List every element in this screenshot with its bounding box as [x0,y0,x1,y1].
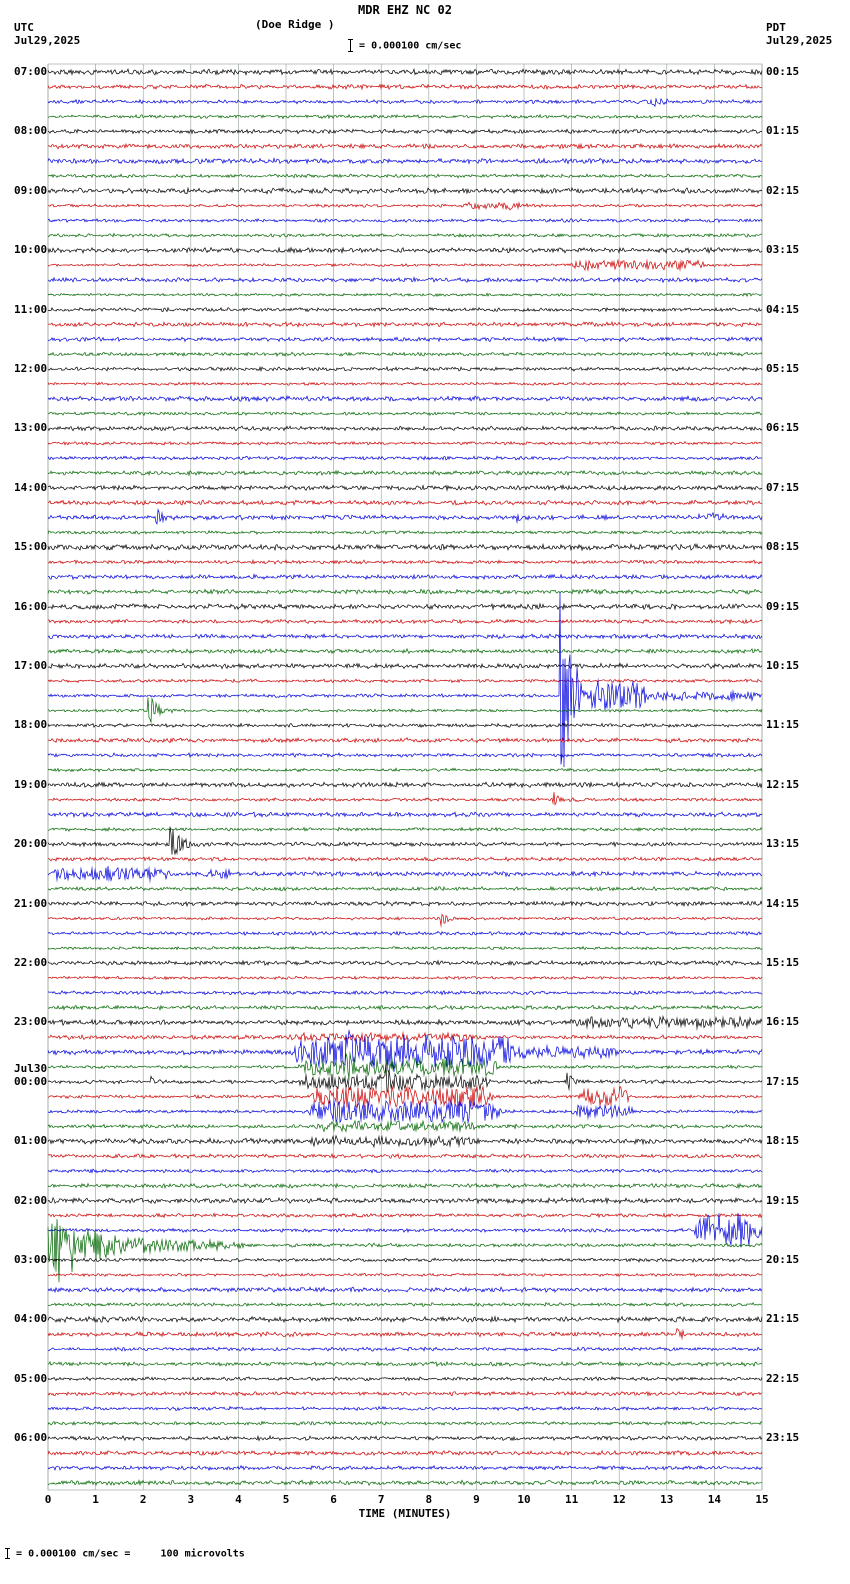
utc-hour-label: 15:00 [14,540,48,554]
utc-hour-label: 20:00 [14,837,48,851]
x-tick-label: 11 [564,1493,579,1506]
x-tick-label: 7 [377,1493,385,1506]
pdt-hour-label: 11:15 [766,718,800,732]
pdt-hour-label: 22:15 [766,1371,800,1385]
utc-hour-label: 13:00 [14,421,48,435]
utc-hour-label: 05:00 [14,1371,48,1385]
pdt-hour-label: 04:15 [766,302,800,316]
utc-hour-label: 14:00 [14,480,48,494]
utc-hour-label: 07:00 [14,65,48,78]
pdt-hour-label: 06:15 [766,421,800,435]
utc-hour-label: 17:00 [14,659,48,672]
utc-hour-label: 16:00 [14,599,48,613]
pdt-hour-label: 01:15 [766,124,800,138]
x-tick-label: 8 [425,1493,433,1506]
utc-hour-label: 02:00 [14,1193,48,1207]
x-tick-label: 3 [187,1493,195,1506]
pdt-hour-label: 08:15 [766,540,800,554]
x-tick-label: 1 [92,1493,99,1506]
footer-scale-note: = 0.000100 cm/sec = 100 microvolts [5,1548,245,1561]
x-tick-label: 10 [517,1493,531,1506]
utc-hour-label: 03:00 [14,1253,48,1266]
pdt-hour-label: 09:15 [766,599,800,613]
x-tick-label: 6 [330,1493,337,1506]
pdt-hour-label: 03:15 [766,243,800,257]
x-tick-label: 13 [660,1493,674,1506]
footer-scale-text: = 0.000100 cm/sec = 100 microvolts [16,1548,245,1560]
utc-date-label: Jul30 [14,1061,48,1075]
pdt-hour-label: 18:15 [766,1134,800,1148]
utc-hour-label: 12:00 [14,362,48,375]
x-tick-label: 14 [707,1493,722,1506]
utc-hour-label: 22:00 [14,956,48,969]
pdt-hour-label: 14:15 [766,896,800,910]
pdt-hour-label: 05:15 [766,362,800,375]
pdt-hour-label: 07:15 [766,480,800,494]
pdt-hour-label: 13:15 [766,837,800,851]
x-tick-label: 15 [755,1493,769,1506]
utc-hour-label: 23:00 [14,1015,48,1029]
x-tick-label: 0 [44,1493,52,1506]
x-axis-title: TIME (MINUTES) [358,1507,452,1520]
pdt-hour-label: 20:15 [766,1253,800,1266]
utc-hour-label: 00:00 [14,1074,48,1088]
utc-hour-label: 01:00 [14,1134,48,1148]
utc-hour-label: 08:00 [14,124,48,138]
utc-hour-label: 18:00 [14,718,48,732]
pdt-hour-label: 12:15 [766,777,800,791]
x-tick-label: 4 [235,1493,242,1506]
pdt-hour-label: 10:15 [766,659,800,672]
x-tick-label: 5 [282,1493,290,1506]
footer-scale-bar-icon [5,1548,10,1559]
pdt-hour-label: 21:15 [766,1312,800,1326]
pdt-hour-label: 00:15 [766,65,800,78]
pdt-hour-label: 02:15 [766,183,800,197]
pdt-hour-label: 17:15 [766,1074,800,1088]
utc-hour-label: 11:00 [14,302,48,316]
utc-hour-label: 04:00 [14,1312,48,1326]
x-tick-label: 12 [612,1493,626,1506]
pdt-hour-label: 19:15 [766,1193,800,1207]
x-tick-label: 9 [473,1493,480,1506]
utc-hour-label: 09:00 [14,183,48,197]
utc-hour-label: 10:00 [14,243,48,257]
utc-hour-label: 19:00 [14,777,48,791]
pdt-hour-label: 15:15 [766,956,800,969]
utc-hour-label: 06:00 [14,1431,48,1445]
pdt-hour-label: 16:15 [766,1015,800,1029]
utc-hour-label: 21:00 [14,896,48,910]
pdt-hour-label: 23:15 [766,1431,800,1445]
x-tick-label: 2 [139,1493,147,1506]
